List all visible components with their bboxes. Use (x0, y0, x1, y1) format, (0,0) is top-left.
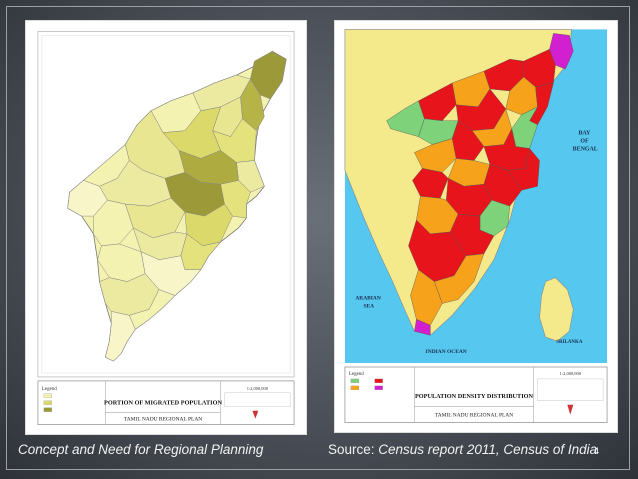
source-text: Census report 2011, Census of India (378, 442, 598, 457)
label-bay-line-1: BAY (578, 131, 591, 137)
label-bay-of-bengal: BAY OF BENGAL (573, 131, 598, 153)
legend-title: Legend (349, 372, 364, 377)
legend-swatch-low (350, 378, 359, 384)
migrated-population-map: Legend PORTION OF MIGRATED POPULATION TA… (25, 20, 307, 435)
title-block (37, 380, 295, 425)
footer-source: Source: Census report 2011, Census of In… (328, 442, 597, 457)
population-density-map-svg: BAY OF BENGAL ARABIAN SEA INDIAN OCEAN S… (344, 29, 608, 424)
footer-left-caption: Concept and Need for Regional Planning (18, 442, 264, 457)
map-scale: 1:2,000,000 (560, 371, 582, 377)
map-frame (37, 31, 295, 378)
legend-swatch-mid (43, 400, 52, 405)
label-arabian-line-2: SEA (363, 303, 374, 309)
map-inner-frame (41, 35, 291, 374)
map-title: PORTION OF MIGRATED POPULATION (104, 400, 222, 407)
map-title: POPULATION DENSITY DISTRIBUTION (415, 393, 534, 400)
label-arabian-line-1: ARABIAN (355, 295, 381, 301)
map-subtitle: TAMIL NADU REGIONAL PLAN (124, 417, 202, 423)
label-bay-line-2: OF (580, 139, 589, 145)
district-nilgiris-density (386, 100, 425, 137)
map-subtitle: TAMIL NADU REGIONAL PLAN (435, 413, 513, 419)
legend-swatch-high (43, 407, 52, 412)
legend-swatch-low (43, 393, 52, 398)
label-bay-line-3: BENGAL (573, 147, 598, 153)
legend-swatch-veryhigh (374, 385, 383, 390)
legend-title: Legend (42, 387, 57, 392)
label-arabian-sea: ARABIAN SEA (355, 295, 382, 309)
migrated-population-map-svg: Legend PORTION OF MIGRATED POPULATION TA… (37, 31, 295, 425)
legend-swatch-high (374, 378, 383, 384)
label-indian-ocean: INDIAN OCEAN (426, 349, 467, 355)
slide-number: 4 (594, 446, 600, 456)
north-arrow-icon (252, 410, 259, 419)
north-arrow-icon (567, 404, 574, 415)
source-label: Source: (328, 442, 379, 457)
district-cape-density (414, 319, 431, 336)
district-kanniyakumari (105, 311, 136, 362)
map-scale: 1:2,000,000 (247, 386, 269, 392)
slide-frame (6, 6, 630, 470)
sri-lanka-landmass (539, 277, 574, 342)
label-srilanka: SRILANKA (556, 340, 583, 345)
legend-swatch-mid (350, 385, 359, 390)
title-block (344, 366, 608, 424)
population-density-map: BAY OF BENGAL ARABIAN SEA INDIAN OCEAN S… (334, 20, 618, 433)
district-tiruppur (67, 180, 108, 217)
